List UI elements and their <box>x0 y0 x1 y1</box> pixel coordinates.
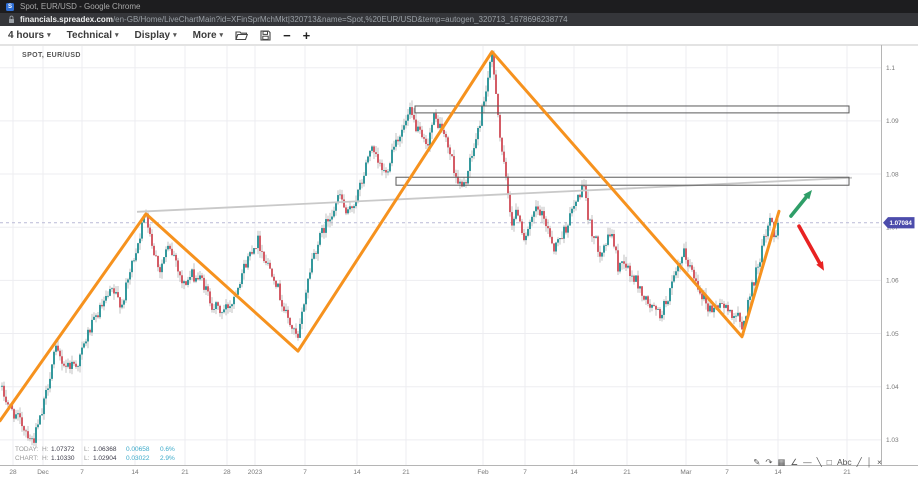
svg-text:1.03: 1.03 <box>886 437 899 444</box>
tool-text-icon[interactable]: Abc <box>836 457 852 467</box>
svg-text:1.1: 1.1 <box>886 65 895 72</box>
svg-text:14: 14 <box>131 469 139 476</box>
chart-stats-row: CHART: H: 1.10330 L: 1.02904 0.03022 2.9% <box>15 455 175 462</box>
open-folder-icon <box>235 30 249 40</box>
spreadex-favicon-icon: S <box>6 2 14 11</box>
tool-grid-icon[interactable]: ▦ <box>777 457 786 467</box>
svg-text:1.06: 1.06 <box>886 278 899 285</box>
chevron-down-icon: ▾ <box>173 32 177 39</box>
tool-trend-lines-icon[interactable]: ∠ <box>790 457 799 467</box>
save-chart-button[interactable] <box>260 29 271 41</box>
chart-change: 0.03022 <box>126 455 150 462</box>
svg-text:21: 21 <box>402 469 410 476</box>
tool-curve-icon[interactable]: ↷ <box>765 457 773 467</box>
today-high: 1.07372 <box>51 446 75 453</box>
svg-text:21: 21 <box>181 469 189 476</box>
svg-text:7: 7 <box>725 469 729 476</box>
down-arrow <box>797 224 824 271</box>
svg-text:1.07084: 1.07084 <box>890 220 913 227</box>
chart-high: 1.10330 <box>51 455 75 462</box>
today-stats-row: TODAY: H: 1.07372 L: 1.06368 0.00658 0.6% <box>15 446 175 453</box>
svg-text:14: 14 <box>570 469 578 476</box>
svg-text:28: 28 <box>223 469 231 476</box>
svg-text:1.05: 1.05 <box>886 331 899 338</box>
candles-layer <box>1 50 779 449</box>
resistance-channel-1 <box>414 105 850 114</box>
tool-delete-icon[interactable]: × <box>877 457 882 467</box>
tool-pencil-icon[interactable]: ✎ <box>753 457 761 467</box>
gray-trendline <box>136 176 853 213</box>
timeframe-menu[interactable]: 4 hours ▾ <box>8 29 51 41</box>
svg-text:14: 14 <box>774 469 782 476</box>
svg-text:7: 7 <box>523 469 527 476</box>
chart-stats-legend: TODAY: H: 1.07372 L: 1.06368 0.00658 0.6% CHAR… <box>15 445 175 463</box>
display-menu[interactable]: Display ▾ <box>134 29 177 41</box>
chart-toolbar: 4 hours ▾ Technical ▾ Display ▾ More ▾ <box>0 26 918 45</box>
url-bar[interactable]: financials.spreadex.com /en-GB/Home/Live… <box>0 13 918 26</box>
chevron-down-icon: ▾ <box>219 32 224 39</box>
tool-horizontal-line-icon[interactable]: — <box>803 457 812 467</box>
lock-icon <box>8 15 15 24</box>
svg-text:Mar: Mar <box>680 469 692 476</box>
today-low: 1.06368 <box>93 446 117 453</box>
svg-text:Feb: Feb <box>477 469 489 476</box>
tool-rectangle-icon[interactable]: □ <box>826 457 832 467</box>
grid-lines <box>0 45 881 465</box>
chevron-down-icon: ▾ <box>47 32 51 39</box>
annotation-layer <box>0 50 853 423</box>
tool-ray-icon[interactable]: ╱ <box>856 457 862 467</box>
svg-text:14: 14 <box>353 469 361 476</box>
svg-text:2023: 2023 <box>248 469 263 476</box>
svg-text:1.08: 1.08 <box>886 171 899 178</box>
more-menu[interactable]: More ▾ <box>192 29 224 41</box>
tool-trend-segment-icon[interactable]: ╲ <box>816 457 822 467</box>
chevron-down-icon: ▾ <box>115 32 119 39</box>
window-titlebar: S Spot, EUR/USD - Google Chrome <box>0 0 918 13</box>
chart-symbol-label: SPOT, EUR/USD <box>22 52 81 59</box>
svg-text:Dec: Dec <box>37 469 49 476</box>
svg-text:1.04: 1.04 <box>886 384 899 391</box>
orange-zigzag-trendline <box>0 50 781 423</box>
today-change: 0.00658 <box>126 446 150 453</box>
url-path: /en-GB/Home/LiveChartMain?id=XFinSprMchM… <box>112 15 568 24</box>
svg-text:28: 28 <box>9 469 17 476</box>
resistance-channel-2 <box>395 176 850 186</box>
chart-low: 1.02904 <box>93 455 117 462</box>
zoom-in-button[interactable]: + <box>302 27 311 43</box>
chart-change-pct: 2.9% <box>160 455 175 462</box>
url-domain: financials.spreadex.com <box>20 15 113 24</box>
save-floppy-icon <box>260 29 271 41</box>
svg-text:21: 21 <box>623 469 631 476</box>
axis: 1.11.091.081.071.061.051.041.0328Dec7142… <box>0 45 918 476</box>
tool-separator-icon: │ <box>866 457 873 467</box>
up-arrow <box>789 189 812 218</box>
zoom-out-button[interactable]: − <box>283 27 291 43</box>
technical-menu[interactable]: Technical ▾ <box>66 29 119 41</box>
svg-text:7: 7 <box>303 469 307 476</box>
svg-text:21: 21 <box>843 469 851 476</box>
today-change-pct: 0.6% <box>160 446 175 453</box>
open-chart-button[interactable] <box>235 30 249 41</box>
window-title: Spot, EUR/USD - Google Chrome <box>20 2 141 11</box>
svg-text:7: 7 <box>80 469 84 476</box>
svg-text:1.09: 1.09 <box>886 118 899 125</box>
drawing-toolbar: ✎ ↷ ▦ ∠ — ╲ □ Abc ╱ │ × <box>753 457 882 467</box>
current-price-badge: 1.07084 <box>883 217 915 229</box>
